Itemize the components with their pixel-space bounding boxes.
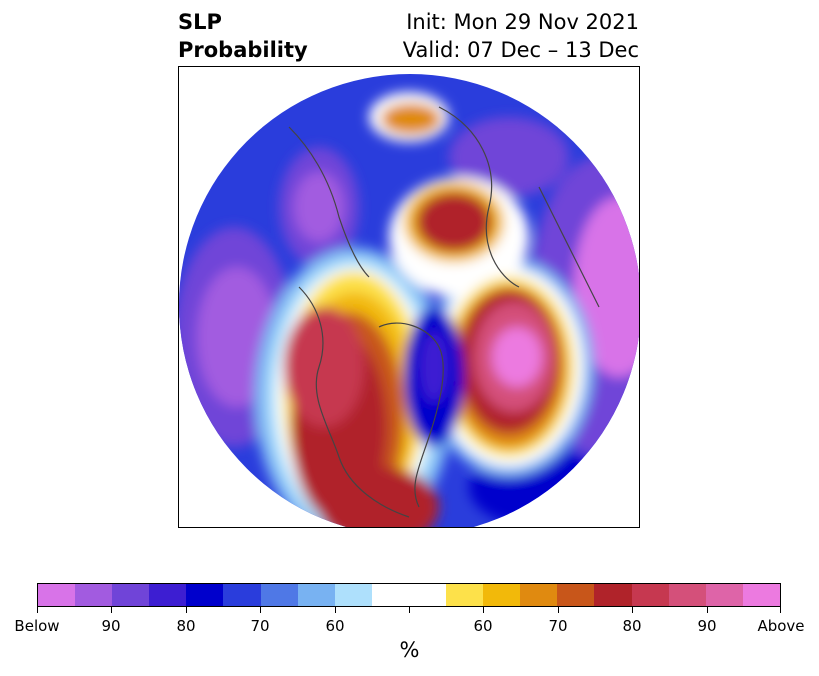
probability-map bbox=[179, 74, 639, 527]
colorbar-tick bbox=[335, 607, 336, 613]
colorbar-segment bbox=[742, 584, 780, 606]
colorbar-segment bbox=[223, 584, 261, 606]
colorbar-tick-label: 80 bbox=[622, 617, 642, 635]
colorbar-tick-label: 90 bbox=[101, 617, 121, 635]
colorbar-tick bbox=[780, 607, 781, 613]
colorbar-tick bbox=[37, 607, 38, 613]
colorbar-tick-label: 60 bbox=[473, 617, 493, 635]
colorbar-segment bbox=[705, 584, 743, 606]
colorbar-segment bbox=[668, 584, 706, 606]
title-line-1: SLP bbox=[178, 10, 222, 34]
colorbar-tick-label: 60 bbox=[325, 617, 345, 635]
colorbar-segment bbox=[112, 584, 150, 606]
colorbar-segment bbox=[186, 584, 224, 606]
colorbar-segment bbox=[371, 584, 409, 606]
colorbar-labels: Below 90 80 70 60 60 70 80 90 Above bbox=[14, 617, 804, 637]
map-title: SLP Probability bbox=[178, 8, 308, 64]
colorbar-tick bbox=[558, 607, 559, 613]
forecast-info: Init: Mon 29 Nov 2021 Valid: 07 Dec – 13… bbox=[403, 8, 639, 64]
colorbar-segment bbox=[557, 584, 595, 606]
colorbar-segment bbox=[446, 584, 484, 606]
colorbar-tick-label: Above bbox=[757, 617, 805, 635]
colorbar-tick bbox=[707, 607, 708, 613]
color-bar bbox=[37, 583, 781, 607]
colorbar-segment bbox=[631, 584, 669, 606]
colorbar-tick bbox=[111, 607, 112, 613]
colorbar-segment bbox=[297, 584, 335, 606]
colorbar-tick-label: Below bbox=[14, 617, 60, 635]
colorbar-unit: % bbox=[399, 638, 420, 662]
colorbar-segment bbox=[38, 584, 76, 606]
colorbar-tick bbox=[260, 607, 261, 613]
colorbar-segment bbox=[149, 584, 187, 606]
colorbar-ticks bbox=[37, 607, 781, 615]
title-line-2: Probability bbox=[178, 38, 308, 62]
colorbar-segment bbox=[483, 584, 521, 606]
colorbar-segment bbox=[594, 584, 632, 606]
colorbar-tick bbox=[186, 607, 187, 613]
colorbar-tick bbox=[632, 607, 633, 613]
colorbar-tick-label: 80 bbox=[176, 617, 196, 635]
colorbar-tick-label: 90 bbox=[697, 617, 717, 635]
colorbar-tick-label: 70 bbox=[548, 617, 568, 635]
colorbar-tick bbox=[409, 607, 410, 613]
colorbar-segment bbox=[520, 584, 558, 606]
colorbar-segment bbox=[408, 584, 447, 606]
colorbar-tick bbox=[483, 607, 484, 613]
valid-period: Valid: 07 Dec – 13 Dec bbox=[402, 38, 639, 62]
map-panel bbox=[178, 66, 640, 528]
coastlines bbox=[288, 106, 600, 518]
init-date: Init: Mon 29 Nov 2021 bbox=[406, 10, 639, 34]
colorbar-segment bbox=[334, 584, 372, 606]
colorbar-tick-label: 70 bbox=[250, 617, 270, 635]
colorbar-segment bbox=[75, 584, 113, 606]
colorbar-segment bbox=[260, 584, 298, 606]
